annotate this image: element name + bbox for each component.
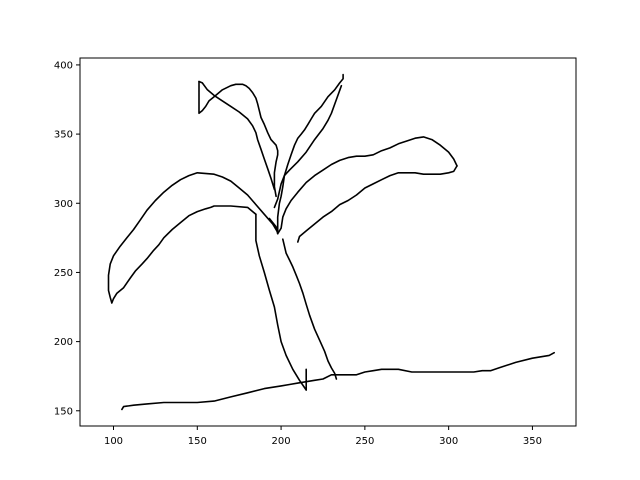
y-tick-label: 400 [54, 60, 73, 71]
x-tick-label: 300 [439, 436, 458, 447]
series-line-8 [276, 136, 458, 235]
x-tick-label: 350 [523, 436, 542, 447]
axes-frame [79, 57, 577, 427]
y-tick-label: 150 [54, 406, 73, 417]
y-tick-label: 300 [54, 199, 73, 210]
x-tick-label: 200 [272, 436, 291, 447]
series-line-9 [296, 165, 458, 243]
series-line-12 [198, 80, 279, 198]
series-line-11 [273, 84, 343, 209]
y-tick-label: 250 [54, 268, 73, 279]
x-tick-label: 100 [104, 436, 123, 447]
series-line-3 [255, 213, 308, 391]
series-line-1 [121, 351, 556, 411]
y-tick-label: 200 [54, 337, 73, 348]
x-tick-label: 150 [188, 436, 207, 447]
x-tick-label: 250 [355, 436, 374, 447]
y-tick-label: 350 [54, 130, 73, 141]
series-line-5 [111, 205, 257, 304]
series-line-13 [198, 80, 276, 191]
series-line-4 [281, 238, 338, 380]
series-line-6 [107, 172, 279, 304]
plot-background [80, 58, 576, 426]
series-line-10 [276, 73, 344, 232]
tick-layer: 100 150 200 250 300 350 150 200 250 300 350 400 [54, 60, 542, 447]
series-layer [107, 73, 556, 411]
